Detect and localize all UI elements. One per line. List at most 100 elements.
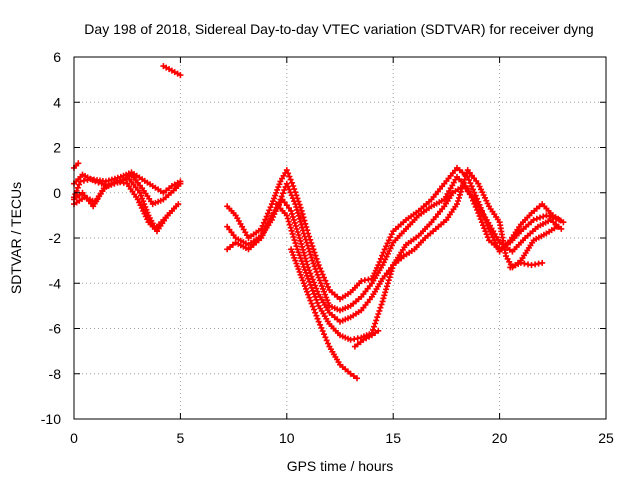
data-point <box>313 268 320 275</box>
y-tick-labels: -10 -8 -6 -4 -2 0 2 4 6 <box>41 49 61 427</box>
data-point <box>290 216 297 223</box>
x-tick-label: 10 <box>279 430 295 446</box>
data-point <box>292 201 299 208</box>
data-point <box>323 280 330 287</box>
data-point <box>260 219 267 226</box>
data-point <box>530 216 537 223</box>
data-point <box>295 249 302 256</box>
data-point <box>296 252 303 259</box>
data-point <box>296 268 303 275</box>
axis-ticks <box>73 56 607 420</box>
x-tick-label: 15 <box>385 430 401 446</box>
data-point <box>297 255 304 262</box>
data-point <box>290 183 297 189</box>
data-point <box>374 314 381 321</box>
data-point <box>74 184 81 191</box>
data-point <box>350 373 357 379</box>
data-point <box>354 375 360 382</box>
data-point <box>313 255 320 262</box>
data-point <box>461 176 468 183</box>
data-point <box>325 340 331 347</box>
data-point <box>288 179 295 186</box>
data-point <box>294 229 301 235</box>
data-point <box>311 249 318 256</box>
x-tick-label: 5 <box>177 430 185 446</box>
data-point <box>468 183 475 190</box>
data-point <box>295 232 302 238</box>
data-point <box>177 180 184 187</box>
x-tick-labels: 0 5 10 15 20 25 <box>70 430 614 446</box>
data-point <box>305 245 312 252</box>
data-point <box>546 213 553 220</box>
data-point <box>267 204 274 211</box>
data-point <box>289 249 296 256</box>
data-point <box>303 285 309 292</box>
data-point <box>299 211 306 218</box>
data-point <box>317 265 324 272</box>
data-point <box>462 173 469 180</box>
data-point <box>325 283 331 290</box>
data-point <box>380 295 387 302</box>
y-tick-label: -2 <box>49 230 62 246</box>
data-point <box>384 283 390 290</box>
data-point <box>293 226 300 232</box>
series-trace-8 <box>224 173 563 314</box>
data-point <box>301 217 308 224</box>
data-point <box>312 293 319 300</box>
data-point <box>301 266 308 273</box>
data-point <box>558 225 565 232</box>
series-trace-4 <box>71 178 180 232</box>
data-point <box>303 269 309 276</box>
data-point <box>305 291 312 298</box>
data-point <box>293 243 300 250</box>
data-point <box>287 224 294 231</box>
data-point <box>314 259 321 265</box>
data-point <box>263 213 270 220</box>
data-point <box>177 72 184 79</box>
series-trace-11 <box>288 246 360 382</box>
data-point <box>299 243 306 250</box>
data-point <box>323 294 330 301</box>
y-tick-label: -4 <box>49 275 62 291</box>
data-point <box>302 236 309 243</box>
data-point <box>140 198 147 205</box>
data-point <box>351 336 358 343</box>
data-point <box>264 210 271 217</box>
chart-title: Day 198 of 2018, Sidereal Day-to-day VTE… <box>84 21 593 37</box>
data-point <box>288 192 295 199</box>
data-point <box>300 280 307 287</box>
data-point <box>307 251 314 258</box>
data-point <box>372 320 379 327</box>
data-point <box>315 318 322 325</box>
data-point <box>323 337 330 344</box>
data-point <box>368 332 375 339</box>
data-point <box>483 231 490 238</box>
data-point <box>292 222 299 229</box>
data-point <box>306 294 313 301</box>
series-trace-9 <box>224 183 565 325</box>
y-tick-label: -10 <box>41 411 61 427</box>
data-point <box>389 265 396 272</box>
data-point <box>477 216 484 223</box>
data-point <box>299 277 306 284</box>
data-point <box>311 263 318 270</box>
data-point <box>304 288 310 295</box>
data-point <box>470 186 476 193</box>
data-point <box>381 292 388 299</box>
data-point <box>297 237 304 244</box>
data-point <box>380 249 387 256</box>
data-point <box>294 209 301 216</box>
data-point <box>173 203 180 210</box>
data-point <box>297 271 304 278</box>
data-point <box>318 324 325 331</box>
y-tick-label: 0 <box>53 185 61 201</box>
data-point <box>306 278 313 285</box>
data-point <box>472 192 479 199</box>
data-point <box>273 189 280 196</box>
data-point <box>484 234 491 241</box>
y-tick-label: 6 <box>53 49 61 65</box>
series-trace-3 <box>71 176 182 235</box>
data-point <box>72 191 79 198</box>
data-point <box>262 216 269 223</box>
data-point <box>385 277 392 284</box>
